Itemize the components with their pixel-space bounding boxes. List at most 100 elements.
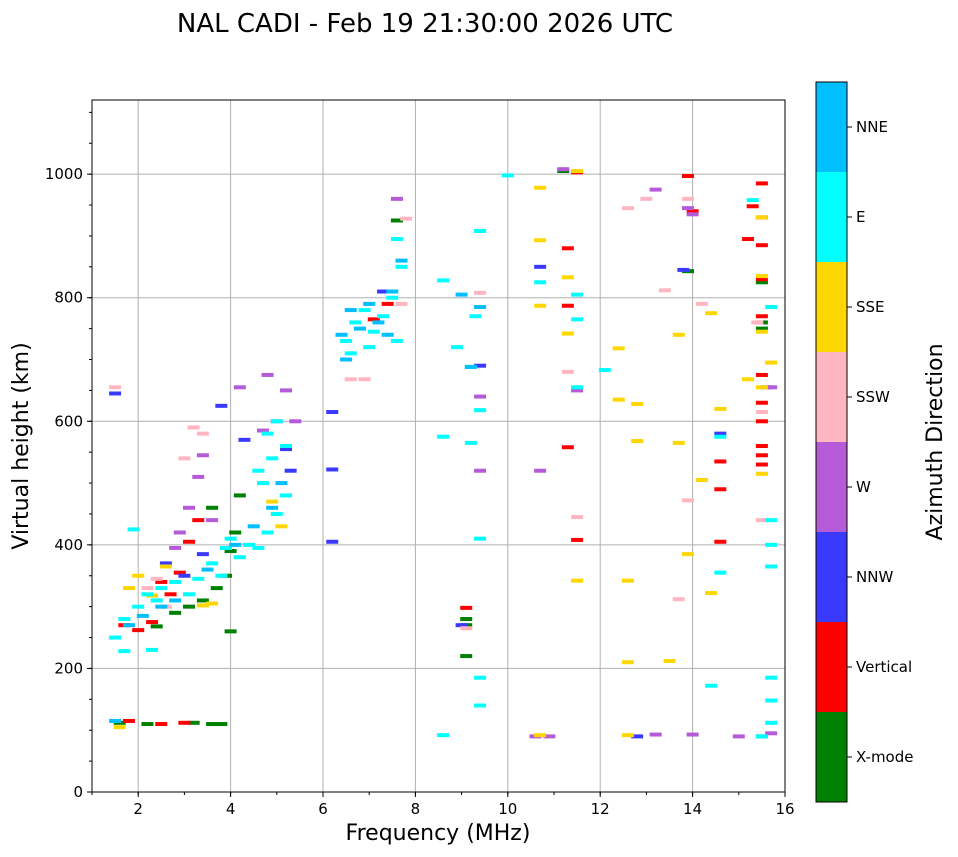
echo-point <box>765 542 778 547</box>
echo-point <box>233 493 246 498</box>
echo-point <box>534 303 547 308</box>
echo-point <box>765 675 778 680</box>
echo-point <box>621 578 634 583</box>
echo-point <box>206 561 219 566</box>
echo-point <box>714 434 727 439</box>
colorbar-label: Azimuth Direction <box>923 343 948 540</box>
echo-point <box>150 598 163 603</box>
echo-point <box>363 345 376 350</box>
echo-point <box>534 185 547 190</box>
echo-point <box>686 209 699 214</box>
echo-point <box>146 620 159 625</box>
echo-point <box>349 320 362 325</box>
echo-point <box>132 628 145 633</box>
echo-point <box>755 280 768 285</box>
x-tick-label: 12 <box>591 800 610 818</box>
colorbar-tick-label: NNE <box>856 118 888 136</box>
echo-point <box>755 181 768 186</box>
echo-point <box>206 518 219 523</box>
y-tick-label: 600 <box>54 412 83 430</box>
echo-point <box>755 372 768 377</box>
echo-point <box>561 246 574 251</box>
echo-point <box>755 419 768 424</box>
echo-point <box>469 314 482 319</box>
echo-point <box>474 304 487 309</box>
echo-point <box>183 505 196 510</box>
echo-point <box>201 567 214 572</box>
echo-point <box>755 518 768 523</box>
echo-point <box>714 459 727 464</box>
echo-point <box>742 377 755 382</box>
echo-point <box>150 624 163 629</box>
echo-point <box>381 332 394 337</box>
chart-title: NAL CADI - Feb 19 21:30:00 2026 UTC <box>177 9 673 39</box>
echo-point <box>649 187 662 192</box>
echo-point <box>243 542 256 547</box>
colorbar-tick-label: Vertical <box>856 658 912 676</box>
echo-point <box>344 377 357 382</box>
x-tick-label: 4 <box>226 800 236 818</box>
echo-point <box>612 397 625 402</box>
echo-point <box>751 320 764 325</box>
echo-point <box>640 196 653 201</box>
echo-point <box>755 462 768 467</box>
echo-point <box>344 351 357 356</box>
echo-point <box>353 326 366 331</box>
echo-point <box>612 346 625 351</box>
echo-point <box>280 493 293 498</box>
echo-point <box>557 167 570 172</box>
echo-point <box>381 301 394 306</box>
echo-point <box>672 332 685 337</box>
echo-point <box>631 734 644 739</box>
echo-point <box>681 196 694 201</box>
echo-point <box>122 586 135 591</box>
echo-point <box>395 301 408 306</box>
y-tick-label: 0 <box>73 783 83 801</box>
echo-point <box>437 733 450 738</box>
echo-point <box>118 617 131 621</box>
echo-point <box>695 301 708 306</box>
echo-point <box>534 238 547 243</box>
echo-point <box>681 173 694 178</box>
echo-point <box>122 623 135 628</box>
echo-point <box>732 734 745 739</box>
echo-point <box>755 215 768 220</box>
echo-point <box>252 468 265 473</box>
echo-point <box>155 579 168 584</box>
echo-point <box>367 317 380 322</box>
echo-point <box>377 314 390 319</box>
x-axis-label: Frequency (MHz) <box>346 821 531 846</box>
echo-point <box>178 456 191 461</box>
echo-point <box>571 292 584 297</box>
colorbar-segment <box>816 172 847 262</box>
echo-point <box>390 196 403 201</box>
echo-point <box>169 610 182 615</box>
echo-point <box>390 338 403 343</box>
echo-point <box>765 698 778 703</box>
echo-point <box>141 722 154 727</box>
echo-point <box>136 613 149 618</box>
y-tick-label: 400 <box>54 536 83 554</box>
echo-point <box>261 530 274 535</box>
echo-point <box>672 597 685 602</box>
echo-point <box>460 617 473 621</box>
echo-point <box>266 499 279 504</box>
echo-point <box>187 720 200 725</box>
echo-point <box>455 292 468 297</box>
colorbar-tick-label: X-mode <box>856 748 913 766</box>
echo-point <box>155 586 168 591</box>
y-tick-label: 1000 <box>45 165 83 183</box>
echo-point <box>219 545 232 550</box>
echo-point <box>183 604 196 609</box>
echo-point <box>363 301 376 306</box>
echo-point <box>755 329 768 334</box>
echo-point <box>474 703 487 708</box>
echo-point <box>755 314 768 319</box>
x-tick-label: 2 <box>133 800 143 818</box>
echo-point <box>169 545 182 550</box>
echo-point <box>390 237 403 242</box>
echo-point <box>474 675 487 680</box>
echo-point <box>275 481 288 486</box>
echo-point <box>233 385 246 390</box>
echo-point <box>196 552 209 557</box>
